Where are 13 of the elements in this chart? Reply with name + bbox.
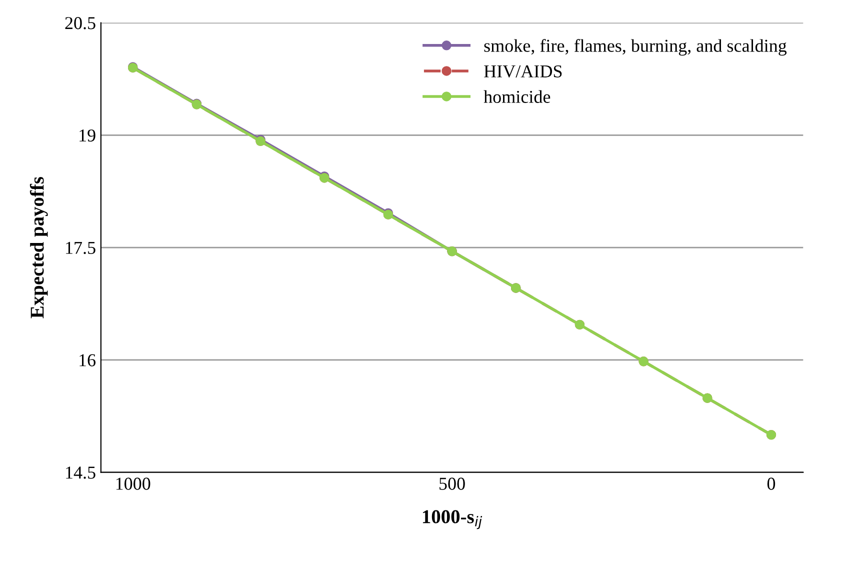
y-tick-label: 16 <box>80 354 96 366</box>
x-tick-label: 0 <box>767 478 776 490</box>
legend-label: homicide <box>484 90 550 103</box>
x-tick-label: 500 <box>440 478 465 490</box>
y-tick-label: 20.5 <box>65 17 96 30</box>
legend-label: smoke, fire, flames, burning, and scalding <box>484 39 787 56</box>
y-axis-title: Expected payoffs <box>30 176 48 318</box>
x-tick-label: 1000 <box>116 478 150 490</box>
y-tick-label: 19 <box>80 129 96 142</box>
y-tick-label: 14.5 <box>66 466 96 479</box>
legend-label: HIV/AIDS <box>484 65 562 78</box>
x-axis-title: 1000-s$_{ij}$ <box>422 510 482 530</box>
y-tick-label: 17.5 <box>66 242 96 254</box>
